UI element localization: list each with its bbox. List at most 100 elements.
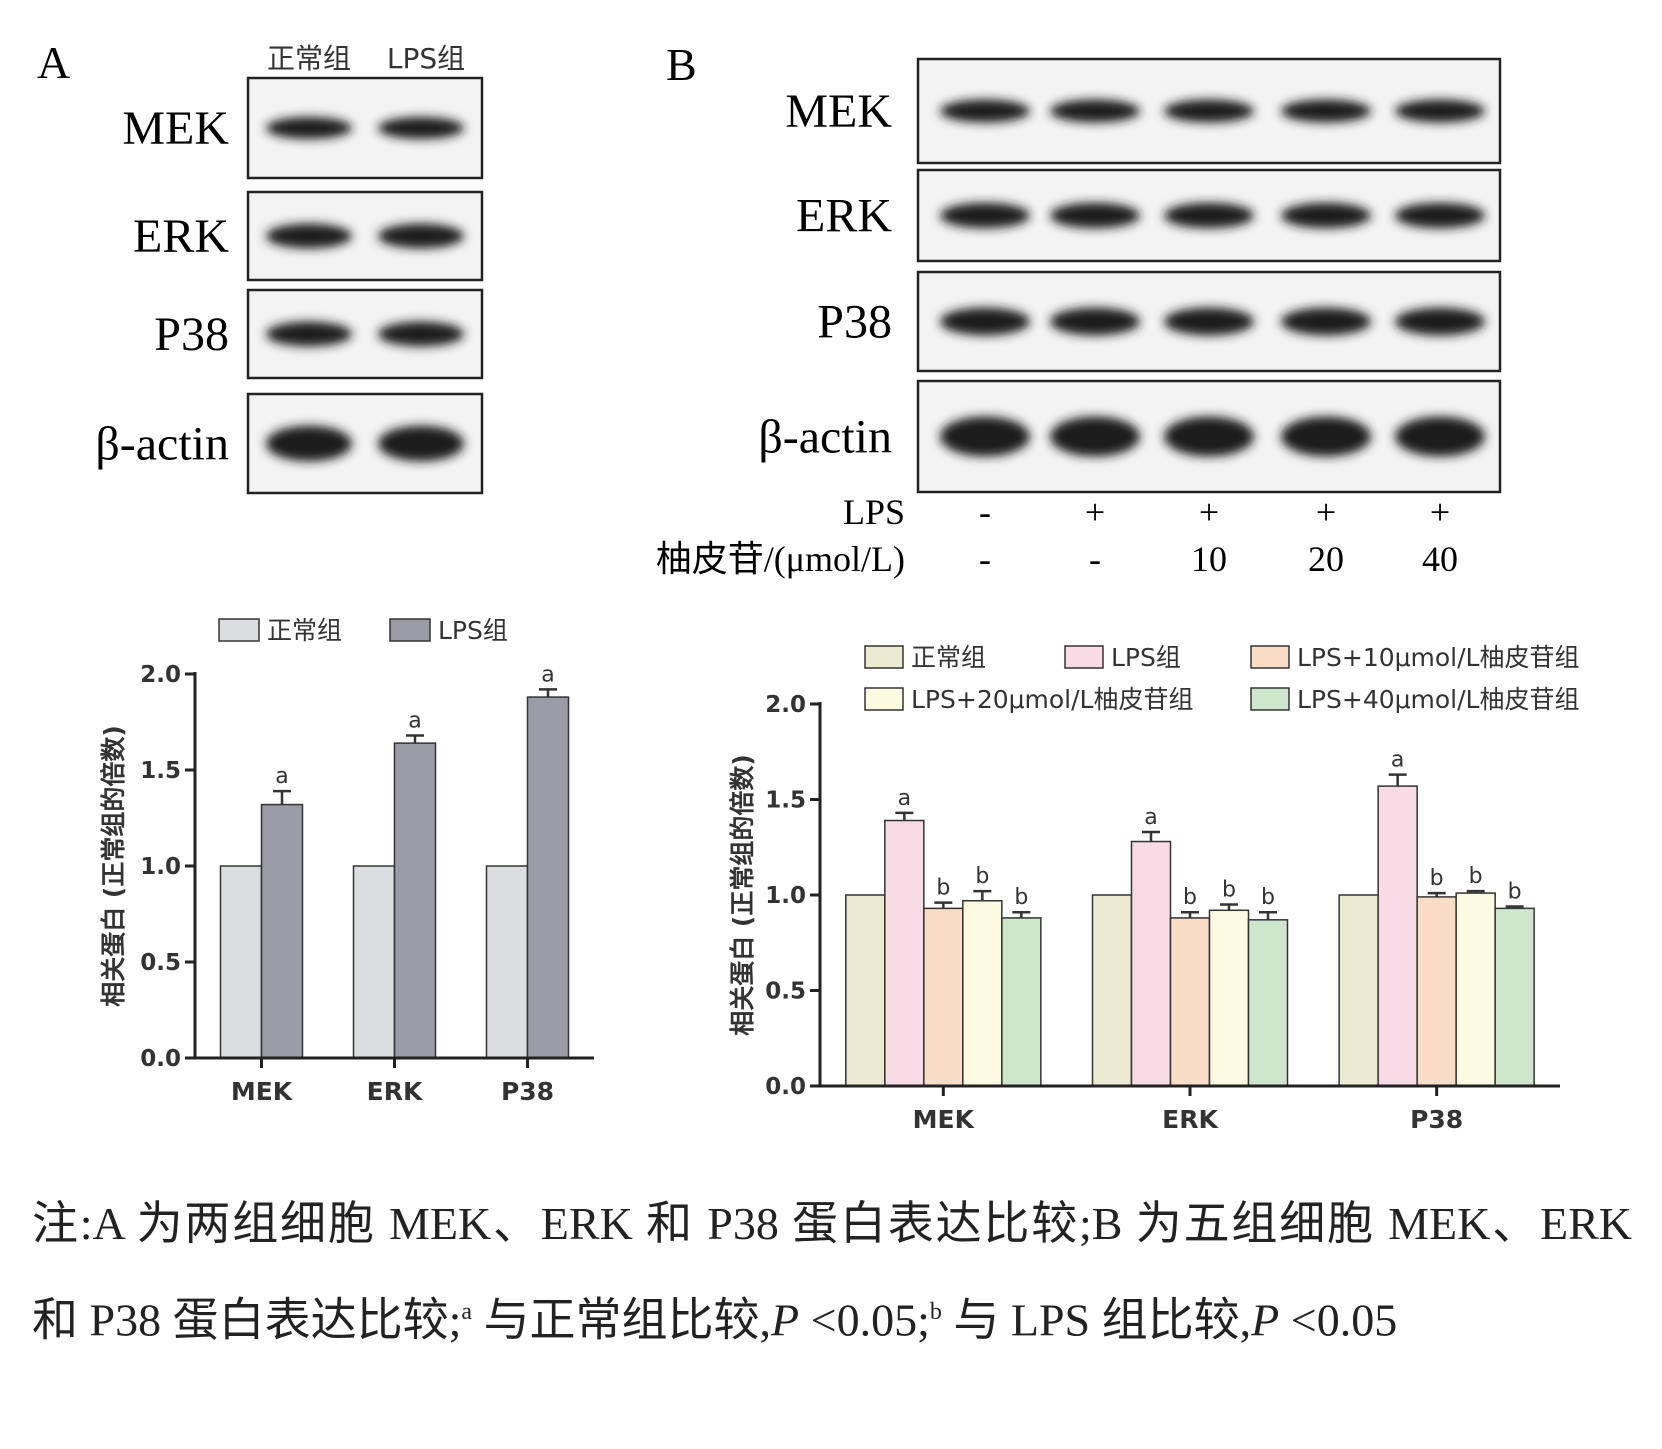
lane-label: 正常组 (267, 42, 351, 75)
significance-label: b (975, 864, 989, 889)
blot-band (1395, 307, 1485, 336)
legend-swatch (864, 645, 904, 669)
legend-label: LPS+40μmol/L柚皮苷组 (1297, 685, 1579, 714)
y-axis-label: 相关蛋白 (正常组的倍数) (728, 754, 757, 1036)
blot-band (1281, 307, 1371, 336)
bar (923, 907, 964, 1087)
significance-label: a (898, 786, 911, 811)
blot-band (1281, 202, 1371, 229)
blot-band (940, 307, 1030, 336)
y-tick-label: 0.0 (765, 1074, 806, 1100)
bar (1169, 917, 1211, 1087)
treatment-value: 40 (1422, 539, 1458, 579)
blot-band (1395, 202, 1485, 229)
bar (1338, 894, 1379, 1087)
error-bar (1388, 773, 1407, 787)
treatment-label: LPS (843, 492, 905, 532)
significance-label: a (1391, 748, 1404, 773)
significance-label: b (936, 876, 950, 901)
legend-label: LPS组 (1111, 643, 1181, 672)
significance-label: a (541, 662, 554, 687)
caption-text: <0.05 (1279, 1294, 1398, 1346)
error-bar (406, 734, 424, 744)
x-tick-label: P38 (501, 1077, 554, 1106)
bar (352, 865, 396, 1059)
bar (1247, 919, 1289, 1087)
legend-swatch (218, 618, 260, 642)
significance-label: a (1144, 805, 1157, 830)
legend-label: LPS+10μmol/L柚皮苷组 (1297, 643, 1579, 672)
treatment-value: - (979, 492, 991, 532)
x-tick-label: ERK (367, 1077, 424, 1106)
y-tick-label: 1.5 (140, 758, 181, 784)
protein-label: ERK (133, 210, 229, 263)
blot-band (378, 425, 464, 462)
caption-text: 与 LPS 组比较, (941, 1294, 1252, 1346)
blot-band (266, 117, 352, 139)
caption-italic: P (771, 1294, 800, 1346)
legend-label: 正常组 (911, 643, 986, 672)
legend-label: LPS组 (438, 616, 508, 645)
treatment-label: 柚皮苷/(μmol/L) (656, 539, 905, 579)
legend-swatch (864, 687, 904, 711)
blot-band (266, 223, 352, 249)
legend-swatch (1250, 645, 1290, 669)
blot-band (266, 321, 352, 347)
bar (219, 865, 263, 1059)
blot-band (1164, 99, 1254, 123)
error-bar (273, 789, 291, 805)
treatment-value: - (1089, 539, 1101, 579)
bar (1377, 785, 1418, 1087)
treatment-value: 20 (1308, 539, 1344, 579)
blot-band (940, 99, 1030, 123)
blot-band (1050, 307, 1140, 336)
caption: 注:A 为两组细胞 MEK、ERK 和 P38 蛋白表达比较;B 为五组细胞 M… (32, 1180, 1632, 1364)
x-tick-label: P38 (1410, 1105, 1463, 1134)
error-bar (973, 889, 992, 901)
bar (1494, 907, 1535, 1087)
blot-band (266, 425, 352, 462)
protein-label: MEK (785, 85, 892, 138)
significance-label: b (1430, 866, 1444, 891)
blot-band (1050, 416, 1140, 457)
axes (818, 702, 1560, 1088)
caption-text: 注:A 为两组细胞 MEK、ERK 和 P38 蛋白表达比较;B 为五组细胞 M… (32, 1198, 1632, 1346)
y-tick-label: 0.5 (765, 979, 806, 1005)
significance-label: b (1508, 879, 1522, 904)
error-bar (1181, 910, 1199, 918)
panel-label: B (666, 39, 697, 90)
error-bar (895, 811, 914, 821)
protein-label: ERK (796, 190, 892, 243)
treatment-value: + (1199, 492, 1219, 532)
x-tick-label: ERK (1162, 1105, 1219, 1134)
error-bar (1259, 910, 1277, 920)
legend-swatch (1250, 687, 1290, 711)
caption-italic: P (1251, 1294, 1280, 1346)
error-bar (1505, 905, 1524, 909)
significance-label: b (1183, 885, 1197, 910)
bar (1091, 894, 1133, 1087)
y-tick-label: 1.5 (765, 788, 806, 814)
y-tick-label: 2.0 (140, 662, 181, 688)
bar (1208, 909, 1250, 1087)
blot-band (1164, 416, 1254, 457)
bar (884, 819, 925, 1087)
bar (1001, 917, 1042, 1087)
figure: A B 正常组 LPS组 MEK ERK P38 β-actin MEK ERK P38 β-… (37, 37, 1579, 1134)
treatment-value: 10 (1191, 539, 1227, 579)
legend-label: LPS+20μmol/L柚皮苷组 (911, 685, 1193, 714)
blot-band (378, 223, 464, 249)
bar (962, 899, 1003, 1087)
significance-label: b (1261, 885, 1275, 910)
error-bar (1012, 910, 1031, 918)
legend-swatch (1064, 645, 1104, 669)
treatment-value: + (1316, 492, 1336, 532)
blot-band (1281, 99, 1371, 123)
error-bar (1466, 889, 1485, 894)
bar (845, 894, 886, 1087)
blot-band (1050, 202, 1140, 229)
error-bar (1427, 891, 1446, 897)
protein-label: P38 (154, 308, 229, 361)
x-tick-label: MEK (231, 1077, 294, 1106)
blot-band (1164, 202, 1254, 229)
